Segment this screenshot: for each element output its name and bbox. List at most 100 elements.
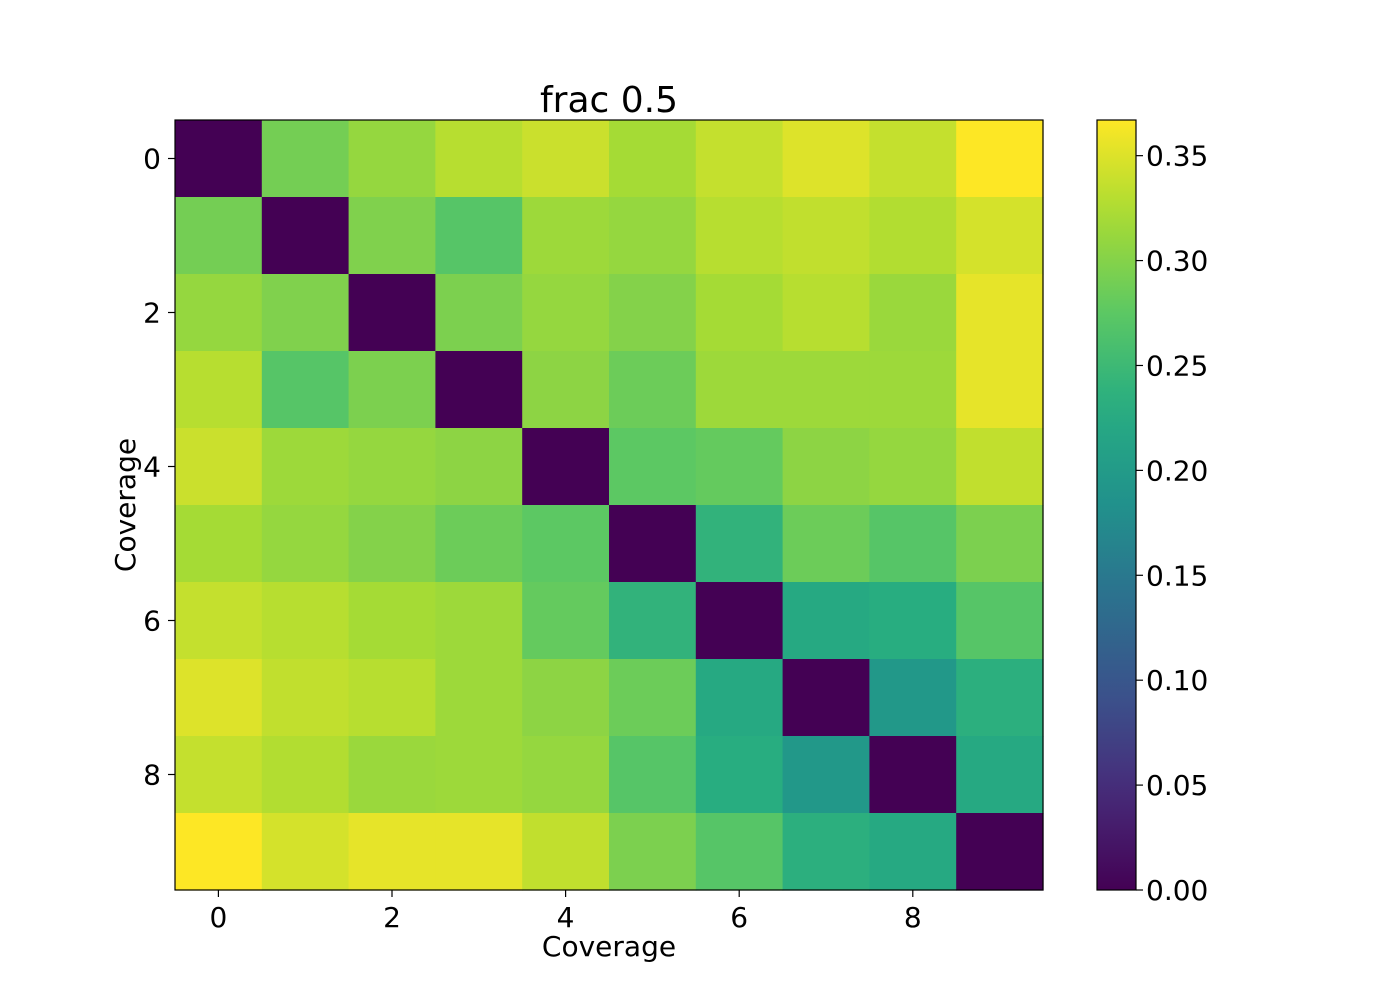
heatmap-cell [609, 813, 697, 891]
heatmap-cell [609, 736, 697, 814]
heatmap-cell [956, 813, 1044, 891]
heatmap-cell [869, 274, 957, 352]
colorbar-tick-label: 0.30 [1146, 245, 1208, 278]
heatmap-cell [348, 428, 436, 506]
heatmap-cell [956, 505, 1044, 583]
heatmap-cell [695, 659, 784, 737]
heatmap-cell [782, 736, 870, 814]
heatmap-cell [869, 120, 957, 198]
colorbar-ticks: 0.00 0.05 0.10 0.15 0.20 0.25 0.30 0.35 [1136, 140, 1208, 907]
heatmap-cell [261, 582, 350, 660]
heatmap-cell [869, 505, 957, 583]
chart-title: frac 0.5 [540, 80, 678, 121]
heatmap-cell [782, 197, 870, 275]
heatmap-cell [175, 505, 263, 583]
heatmap-cell [695, 274, 784, 352]
heatmap-cell [435, 428, 523, 506]
heatmap-cell [435, 120, 523, 198]
colorbar-tick-label: 0.35 [1146, 140, 1208, 173]
heatmap-cell [522, 197, 610, 275]
y-tick-label: 2 [143, 297, 161, 330]
heatmap-cell [348, 505, 436, 583]
heatmap-cell [869, 197, 957, 275]
heatmap-cell [348, 351, 436, 429]
heatmap-cell [956, 120, 1044, 198]
heatmap-cell [522, 428, 610, 506]
heatmap-cell [261, 351, 350, 429]
heatmap-cell [956, 274, 1044, 352]
heatmap-cell [609, 274, 697, 352]
heatmap-cell [261, 197, 350, 275]
heatmap-cell [609, 120, 697, 198]
x-tick-label: 6 [730, 901, 748, 934]
heatmap-cell [782, 659, 870, 737]
heatmap-cell [435, 274, 523, 352]
heatmap-cell [956, 736, 1044, 814]
heatmap-cell [261, 736, 350, 814]
heatmap-cell [435, 813, 523, 891]
heatmap-cell [782, 813, 870, 891]
heatmap-cell [609, 659, 697, 737]
heatmap-cells [175, 120, 1044, 891]
y-tick-label: 8 [143, 759, 161, 792]
heatmap-cell [435, 659, 523, 737]
heatmap-cell [435, 351, 523, 429]
heatmap-cell [522, 274, 610, 352]
heatmap-cell [956, 582, 1044, 660]
heatmap-cell [522, 813, 610, 891]
heatmap-cell [522, 120, 610, 198]
heatmap-cell [782, 274, 870, 352]
colorbar-tick-label: 0.00 [1146, 874, 1208, 907]
heatmap-cell [869, 351, 957, 429]
plot-frame [174, 119, 1044, 891]
heatmap-cell [261, 120, 350, 198]
heatmap-cell [782, 582, 870, 660]
heatmap-cell [695, 120, 784, 198]
heatmap-cell [609, 505, 697, 583]
heatmap-cell [609, 582, 697, 660]
heatmap-cell [956, 197, 1044, 275]
heatmap-cell [348, 582, 436, 660]
colorbar-tick-label: 0.15 [1146, 559, 1208, 592]
heatmap-cell [175, 351, 263, 429]
heatmap-cell [782, 351, 870, 429]
heatmap-cell [435, 197, 523, 275]
heatmap-cell [522, 582, 610, 660]
heatmap-cell [695, 736, 784, 814]
heatmap-cell [261, 428, 350, 506]
heatmap-cell [695, 813, 784, 891]
heatmap-cell [695, 428, 784, 506]
heatmap-cell [348, 197, 436, 275]
heatmap-cell [782, 505, 870, 583]
x-tick-label: 4 [557, 901, 575, 934]
colorbar [1096, 119, 1137, 891]
heatmap-cell [522, 505, 610, 583]
heatmap-cell [522, 736, 610, 814]
x-axis-label: Coverage [542, 930, 676, 963]
heatmap-cell [261, 505, 350, 583]
heatmap-cell [609, 197, 697, 275]
heatmap-cell [435, 582, 523, 660]
heatmap-cell [348, 274, 436, 352]
x-tick-label: 2 [383, 901, 401, 934]
heatmap-cell [869, 428, 957, 506]
colorbar-tick-label: 0.20 [1146, 454, 1208, 487]
heatmap-cell [695, 505, 784, 583]
heatmap-cell [175, 120, 263, 198]
heatmap-cell [175, 736, 263, 814]
heatmap-cell [435, 736, 523, 814]
heatmap-cell [175, 659, 263, 737]
x-tick-label: 8 [904, 901, 922, 934]
heatmap-cell [695, 351, 784, 429]
y-tick-label: 6 [143, 605, 161, 638]
heatmap-cell [348, 813, 436, 891]
heatmap-cell [609, 351, 697, 429]
y-tick-label: 0 [143, 143, 161, 176]
colorbar-tick-label: 0.05 [1146, 769, 1208, 802]
heatmap-cell [869, 582, 957, 660]
heatmap-cell [869, 659, 957, 737]
y-axis-ticks: 0 2 4 6 8 [143, 143, 175, 792]
colorbar-tick-label: 0.25 [1146, 349, 1208, 382]
